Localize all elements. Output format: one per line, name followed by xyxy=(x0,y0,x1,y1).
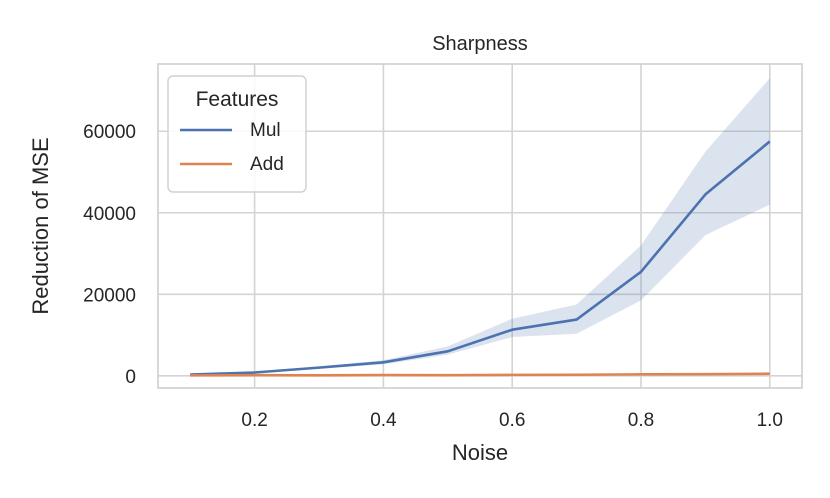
x-tick-label: 1.0 xyxy=(757,410,783,431)
legend-label-mul: Mul xyxy=(250,120,281,141)
series-lines xyxy=(190,140,771,377)
x-tick-label: 0.8 xyxy=(628,410,654,431)
confidence-band-mul xyxy=(190,78,770,375)
y-tick-label: 40000 xyxy=(83,204,136,225)
x-axis-label: Noise xyxy=(452,440,508,465)
legend: Features Mul Add xyxy=(167,75,307,193)
y-axis-label: Reduction of MSE xyxy=(28,137,53,314)
chart-title: Sharpness xyxy=(432,33,528,55)
plot-frame xyxy=(157,63,803,389)
series-line-mul xyxy=(190,140,771,376)
x-tick-label: 0.2 xyxy=(241,410,267,431)
y-tick-label: 60000 xyxy=(83,122,136,143)
legend-title: Features xyxy=(196,88,279,111)
series-line-add xyxy=(190,372,770,377)
tick-labels: 0.2 0.4 0.6 0.8 1.0 0 20000 40000 60000 xyxy=(83,122,783,431)
y-tick-label: 20000 xyxy=(83,285,136,306)
legend-label-add: Add xyxy=(250,154,284,175)
y-tick-label: 0 xyxy=(125,367,136,388)
x-tick-label: 0.4 xyxy=(370,410,397,431)
x-tick-label: 0.6 xyxy=(499,410,525,431)
